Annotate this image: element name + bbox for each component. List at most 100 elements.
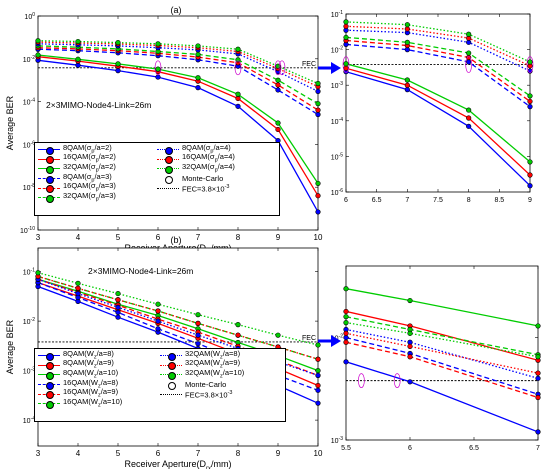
y-tick-label: 10-3 [331,81,343,90]
chart-a-zoom: 6 6.5 7 7.5 8 8.5 9 10-6 10-5 10-4 10-3 10-2 10-1 [331,10,534,204]
data-point [466,123,472,129]
data-point [407,330,413,336]
legend-swatch [38,194,60,203]
fec-crossing-marker [278,60,286,76]
fec-crossing-marker [234,60,242,76]
data-point [343,314,349,320]
fec-crossing-marker [526,56,534,73]
series-line [38,59,318,213]
legend-swatch [157,155,179,165]
legend-swatch [157,165,179,174]
legend-label: 32QAM(Wz/a=9) [185,358,241,370]
data-point [527,183,533,189]
data-point [407,343,413,350]
data-point [275,82,281,88]
panel-label-a: (a) [171,5,182,15]
series-line [346,71,530,187]
series-line [346,43,530,108]
data-point [235,103,241,109]
data-point [343,308,349,315]
data-point [527,98,533,105]
data-point [343,334,349,341]
y-tick-label: 100 [24,12,35,21]
y-axis-label: Average BER [5,319,15,374]
series-line [346,328,538,379]
fec-crossing-marker [274,60,282,76]
x-tick-label: 5.5 [341,445,351,452]
series-line [38,272,318,346]
data-point [35,38,41,44]
legend-label: 32QAM(σp/a=3) [63,190,116,203]
fec-crossing-marker [154,60,162,76]
data-point [115,314,121,320]
data-point [75,56,81,62]
x-tick-label: 4 [76,233,81,242]
legend-item: 16QAM(Wz/a=8) [38,378,160,390]
data-point [195,320,201,326]
data-point [404,22,410,28]
legend-label: 16QAM(Wz/a=9) [63,387,119,399]
data-point [315,107,321,113]
legend-swatch [157,146,179,155]
data-point [527,104,533,110]
data-point [75,285,81,291]
data-point [315,342,321,348]
legend-swatch [160,371,182,380]
y-tick-label: 10-4 [23,98,35,107]
data-point [275,87,281,93]
y-axis-label: Average BER [5,95,15,150]
legend-label: 8QAM(σp/a=2) [63,142,112,155]
data-point [75,290,81,297]
data-point [315,88,321,94]
data-point [466,31,472,37]
data-point [527,93,533,99]
series-line [346,63,530,163]
data-point [115,297,121,303]
data-point [466,107,472,113]
fec-crossing-marker [342,56,350,73]
data-point [535,354,541,360]
legend-label: 32QAM(Wz/a=8) [185,348,241,361]
legend-item: 8QAM(σp/a=3) [38,172,157,184]
data-point [535,370,541,376]
x-tick-label: 8.5 [494,197,504,204]
data-point [527,159,533,165]
y-tick-label: 10-6 [331,188,343,197]
legend-swatch [38,371,60,380]
x-tick-label: 9 [276,449,281,458]
legend-label: 16QAM(Wz/a=10) [63,396,123,409]
data-point [315,180,321,187]
data-point [407,354,413,360]
data-point [343,19,349,25]
legend-item: 32QAM(σp/a=4) [157,162,276,174]
legend-label: Monte-Carlo [182,173,224,183]
series-line [38,41,318,88]
legend-grid: 8QAM(σp/a=2) 8QAM(σp/a=4) 16QAM(σp/a=2) 16Q… [38,142,276,203]
legend-label: 16QAM(σp/a=3) [63,181,116,193]
legend-item: 16QAM(Wz/a=10) [38,396,160,409]
data-point [155,66,161,72]
data-point [404,39,410,45]
legend-label: FEC=3.8×10-3 [185,389,233,400]
legend-swatch [160,352,182,361]
legend-item: 16QAM(Wz/a=9) [38,387,160,400]
x-tick-label: 10 [314,449,323,458]
x-tick-label: 8 [236,233,241,242]
data-point [195,332,201,338]
data-point [115,61,121,67]
series-line [38,56,318,197]
y-tick-label: 10-5 [331,152,343,161]
x-tick-label: 6.5 [372,197,382,204]
data-point [115,290,121,297]
fec-crossing-marker [358,373,365,388]
data-point [115,40,121,46]
zoom-arrow-a [318,62,341,74]
x-tick-label: 3 [36,449,41,458]
y-tick-label: 10-2 [23,55,35,64]
x-tick-label: 5 [116,449,121,458]
legend-swatch [38,165,60,174]
series-line [38,45,318,105]
data-point [527,172,533,178]
data-point [343,34,349,41]
